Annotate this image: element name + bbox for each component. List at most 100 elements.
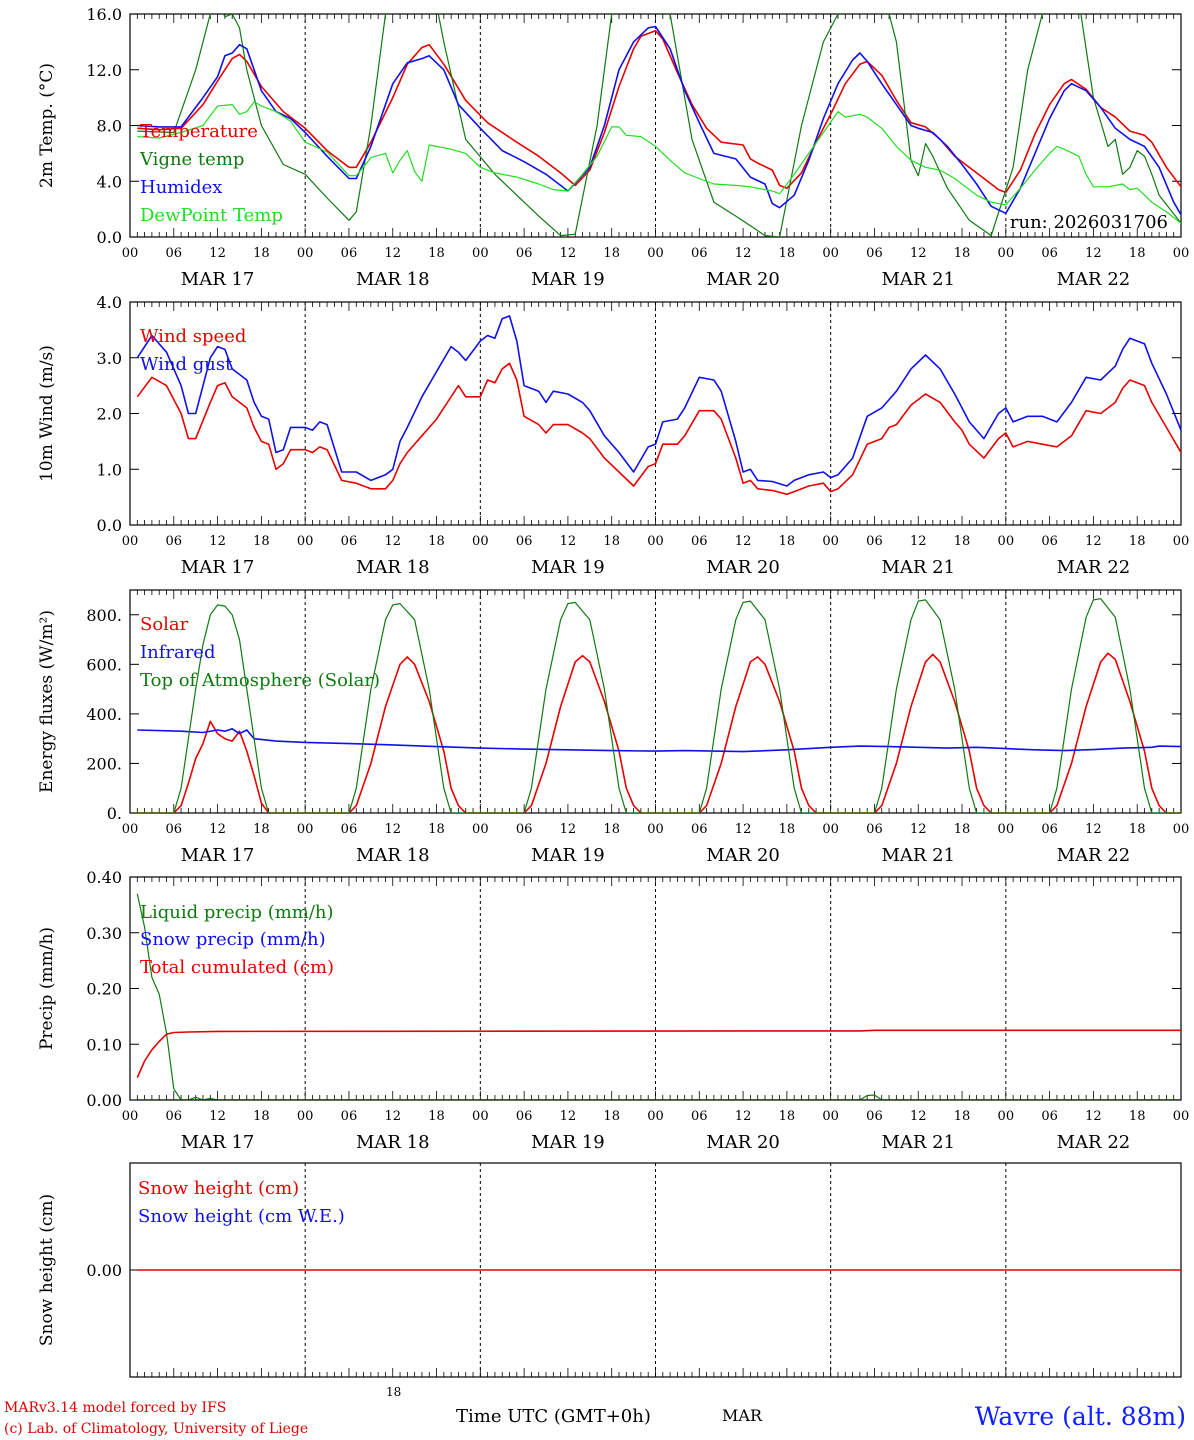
- y-tick-label: 0.30: [86, 924, 122, 943]
- x-tick-label: 18: [603, 246, 620, 261]
- date-label: MAR 19: [531, 557, 605, 578]
- x-tick-label: 12: [910, 534, 927, 549]
- x-tick-label: 12: [384, 246, 401, 261]
- x-tick-label: 18: [779, 534, 796, 549]
- y-tick-label: 0.20: [86, 980, 122, 999]
- x-tick-label: 18: [428, 534, 445, 549]
- legend-entry: Infrared: [140, 642, 215, 663]
- y-tick-label: 0.00: [86, 1091, 122, 1110]
- y-tick-label: 4.0: [97, 172, 122, 191]
- x-tick-label: 00: [998, 246, 1015, 261]
- x-tick-label: 06: [341, 246, 358, 261]
- date-label: MAR 21: [881, 557, 955, 578]
- x-tick-label: 18: [779, 1109, 796, 1124]
- x-tick-label: 06: [866, 822, 883, 837]
- x-tick-label: 12: [560, 534, 577, 549]
- legend-entry: Wind speed: [140, 326, 246, 347]
- date-label: MAR 17: [181, 269, 255, 290]
- x-tick-label: 12: [735, 1109, 752, 1124]
- legend-entry: Top of Atmosphere (Solar): [140, 670, 380, 691]
- legend-entry: Wind gust: [140, 354, 233, 375]
- x-tick-label: 18: [1129, 1109, 1146, 1124]
- legend-entry: DewPoint Temp: [140, 205, 283, 226]
- x-tick-label: 06: [166, 822, 183, 837]
- x-tick-label: 00: [647, 822, 664, 837]
- xaxis-title: Time UTC (GMT+0h): [456, 1406, 651, 1427]
- series-line-temperature: [137, 29, 1181, 194]
- x-tick-label: 12: [1085, 822, 1102, 837]
- y-tick-label: 0.10: [86, 1035, 122, 1054]
- x-tick-label: 06: [691, 534, 708, 549]
- date-label: MAR 19: [531, 1132, 605, 1153]
- y-tick-label: 600.: [86, 655, 122, 674]
- date-label: MAR 17: [181, 845, 255, 866]
- date-label: MAR 21: [881, 269, 955, 290]
- x-tick-label: 00: [297, 246, 314, 261]
- x-tick-label: 18: [1129, 534, 1146, 549]
- y-tick-label: 0.: [107, 804, 122, 823]
- date-label: MAR 20: [706, 557, 780, 578]
- x-tick-label: 12: [560, 822, 577, 837]
- x-tick-label: 12: [910, 822, 927, 837]
- x-tick-label: 00: [472, 1109, 489, 1124]
- x-tick-label: 06: [1041, 246, 1058, 261]
- x-tick-label: 00: [998, 1109, 1015, 1124]
- x-tick-label: 06: [166, 246, 183, 261]
- x-tick-label: 12: [384, 534, 401, 549]
- x-tick-label: 18: [253, 534, 270, 549]
- x-tick-label: 18: [954, 534, 971, 549]
- x-tick-label: 00: [122, 822, 139, 837]
- x-tick-label: 12: [910, 1109, 927, 1124]
- x-tick-label: 12: [209, 246, 226, 261]
- date-label: MAR 21: [881, 1132, 955, 1153]
- x-tick-label: 00: [998, 822, 1015, 837]
- x-tick-label: 18: [428, 246, 445, 261]
- x-tick-label: 00: [822, 246, 839, 261]
- series-line-liquid-precip-mm-h-: [136, 893, 1181, 1100]
- series-line-vigne-temp: [137, 14, 1181, 237]
- date-label: MAR 22: [1057, 557, 1131, 578]
- x-tick-label: 00: [1173, 246, 1190, 261]
- y-tick-label: 200.: [86, 754, 122, 773]
- y-tick-label: 3.0: [97, 349, 122, 368]
- y-axis-label: Precip (mm/h): [37, 927, 57, 1050]
- x-tick-label: 00: [297, 1109, 314, 1124]
- y-tick-label: 2.0: [97, 405, 122, 424]
- xaxis-month: MAR: [722, 1406, 762, 1425]
- x-tick-label: 06: [866, 1109, 883, 1124]
- x-tick-label: 18: [603, 534, 620, 549]
- date-label: MAR 19: [531, 845, 605, 866]
- legend-entry: Humidex: [140, 177, 222, 198]
- panel-frame-1: [129, 301, 1182, 526]
- date-label: MAR 22: [1057, 845, 1131, 866]
- x-tick-label: 06: [341, 1109, 358, 1124]
- x-tick-label: 06: [166, 1109, 183, 1124]
- x-tick-label: 12: [1085, 1109, 1102, 1124]
- y-axis-label: Energy fluxes (W/m²): [37, 610, 57, 793]
- y-tick-label: 800.: [86, 606, 122, 625]
- y-tick-label: 400.: [86, 705, 122, 724]
- date-label: MAR 18: [356, 1132, 430, 1153]
- x-tick-label: 00: [472, 534, 489, 549]
- x-tick-label: 12: [910, 246, 927, 261]
- x-tick-label: 12: [384, 1109, 401, 1124]
- x-tick-label: 18: [779, 246, 796, 261]
- x-tick-label: 12: [560, 1109, 577, 1124]
- x-tick-label: 18: [253, 822, 270, 837]
- series-line-humidex: [137, 25, 1181, 216]
- series-line-wind-gust: [136, 315, 1181, 487]
- y-tick-label: 0.40: [86, 868, 122, 887]
- legend-entry: Solar: [140, 614, 189, 635]
- x-tick-label: 12: [560, 246, 577, 261]
- y-tick-label: 16.0: [86, 5, 122, 24]
- series-line-wind-speed: [136, 362, 1181, 496]
- x-tick-label: 06: [1041, 1109, 1058, 1124]
- x-tick-label: 18: [954, 246, 971, 261]
- x-tick-label: 06: [1041, 534, 1058, 549]
- x-tick-label: 12: [1085, 246, 1102, 261]
- x-tick-label: 18: [779, 822, 796, 837]
- x-tick-label: 18: [1129, 246, 1146, 261]
- x-tick-label: 00: [822, 822, 839, 837]
- model-credit: MARv3.14 model forced by IFS: [4, 1400, 227, 1416]
- series-line-total-cumulated-cm-: [136, 1029, 1181, 1079]
